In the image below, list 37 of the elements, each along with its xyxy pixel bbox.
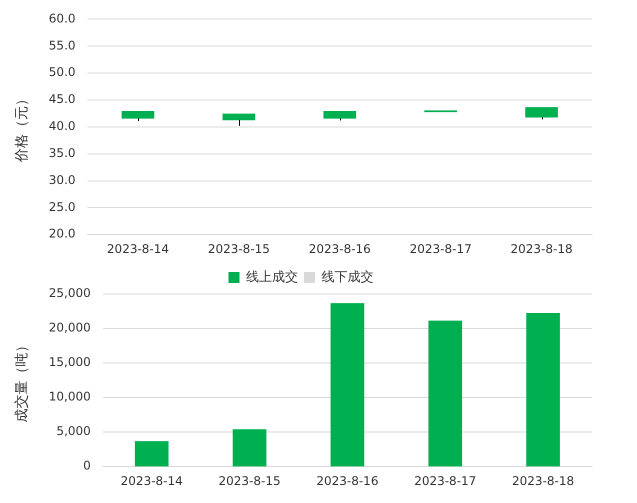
y-tick-label: 25.0	[48, 200, 76, 214]
y-tick-label: 40.0	[48, 119, 76, 134]
x-tick-label: 2023-8-15	[218, 474, 281, 488]
bar	[428, 320, 462, 466]
y-tick-label: 30.0	[48, 172, 76, 187]
x-tick-label: 2023-8-17	[410, 242, 472, 256]
candlestick	[525, 107, 558, 120]
x-tick-label: 2023-8-15	[208, 242, 270, 256]
x-tick-label: 2023-8-14	[106, 242, 170, 256]
candlestick	[122, 110, 154, 122]
x-tick-label: 2023-8-18	[510, 242, 573, 256]
bar	[134, 441, 169, 466]
y-tick-label: 55.0	[48, 38, 76, 52]
x-tick-label: 2023-8-17	[414, 474, 476, 488]
y-axis-title: 价格（元）	[14, 92, 30, 163]
y-tick-label: 20.0	[48, 226, 76, 241]
y-tick-label: 15,000	[48, 355, 91, 370]
y-tick-label: 10,000	[48, 390, 91, 404]
y-tick-label: 50.0	[48, 65, 76, 80]
y-tick-label: 0	[83, 458, 91, 473]
legend-label: 线上成交	[246, 268, 298, 285]
x-tick-label: 2023-8-14	[120, 474, 183, 488]
bar	[526, 313, 560, 466]
bar	[232, 429, 266, 466]
legend-label: 线下成交	[322, 268, 374, 285]
y-tick-label: 60.0	[48, 11, 76, 26]
x-tick-label: 2023-8-16	[308, 242, 371, 256]
y-tick-label: 35.0	[48, 146, 76, 160]
y-tick-label: 25,000	[48, 286, 91, 300]
x-tick-label: 2023-8-16	[316, 474, 378, 488]
candlestick	[222, 114, 256, 126]
y-axis-title: 成交量（吨）	[14, 338, 30, 422]
x-tick-label: 2023-8-18	[512, 474, 574, 488]
bar	[330, 303, 364, 466]
y-tick-label: 20,000	[48, 320, 91, 335]
y-tick-label: 45.0	[48, 92, 76, 106]
y-tick-label: 5,000	[56, 424, 91, 438]
